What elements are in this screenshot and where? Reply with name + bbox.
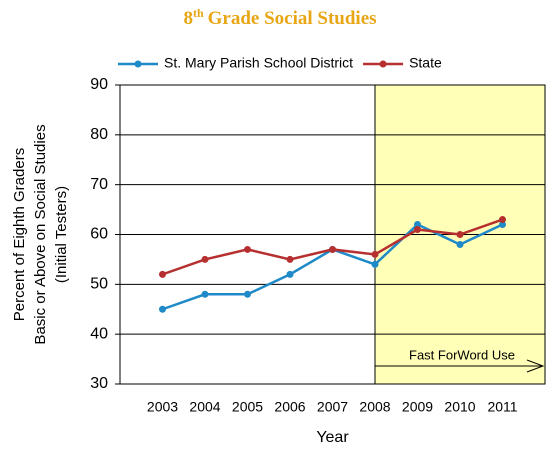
- data-point: [159, 305, 166, 313]
- data-point: [456, 231, 464, 238]
- x-tick-label: 2007: [317, 399, 348, 415]
- data-point: [159, 270, 166, 278]
- x-tick-label: 2009: [402, 399, 433, 415]
- data-point: [329, 245, 336, 253]
- y-tick-label: 60: [90, 226, 108, 243]
- x-tick-label: 2011: [487, 399, 517, 415]
- x-axis-label: Year: [316, 429, 349, 446]
- y-axis-label: (Initial Testers): [53, 186, 70, 283]
- data-point: [244, 290, 251, 298]
- y-tick-label: 90: [90, 76, 108, 93]
- data-point: [414, 221, 421, 229]
- data-point: [201, 290, 209, 298]
- x-tick-label: 2003: [147, 399, 178, 415]
- x-tick-label: 2004: [189, 399, 220, 415]
- x-tick-label: 2005: [232, 399, 263, 415]
- title-superscript: th: [193, 6, 204, 20]
- y-axis-label: Percent of Eighth Graders: [11, 148, 28, 321]
- data-point: [371, 260, 379, 268]
- legend-marker: [134, 60, 142, 68]
- data-point: [456, 240, 464, 248]
- y-tick-label: 80: [90, 126, 108, 143]
- data-point: [371, 250, 379, 258]
- title-text: Grade Social Studies: [208, 8, 377, 29]
- annotation-arrowhead: [526, 359, 545, 373]
- y-tick-label: 50: [90, 276, 108, 293]
- data-point: [244, 245, 251, 253]
- data-point: [286, 255, 294, 263]
- data-point: [499, 216, 506, 224]
- y-tick-label: 70: [90, 176, 108, 193]
- x-tick-label: 2010: [444, 399, 475, 415]
- legend-marker: [379, 60, 387, 68]
- data-point: [286, 270, 294, 278]
- annotation: Fast ForWord Use: [409, 347, 515, 362]
- legend-label: State: [409, 55, 442, 71]
- data-point: [499, 221, 506, 229]
- x-tick-label: 2008: [359, 399, 390, 415]
- y-axis-label: Basic or Above on Social Studies: [32, 124, 49, 344]
- y-tick-label: 30: [90, 375, 108, 392]
- legend-label: St. Mary Parish School District: [164, 55, 353, 71]
- x-tick-label: 2006: [274, 399, 305, 415]
- data-point: [414, 226, 421, 234]
- title-number: 8: [183, 8, 193, 29]
- y-tick-label: 40: [90, 325, 108, 342]
- chart-title: 8th Grade Social Studies: [183, 6, 376, 30]
- data-point: [201, 255, 209, 263]
